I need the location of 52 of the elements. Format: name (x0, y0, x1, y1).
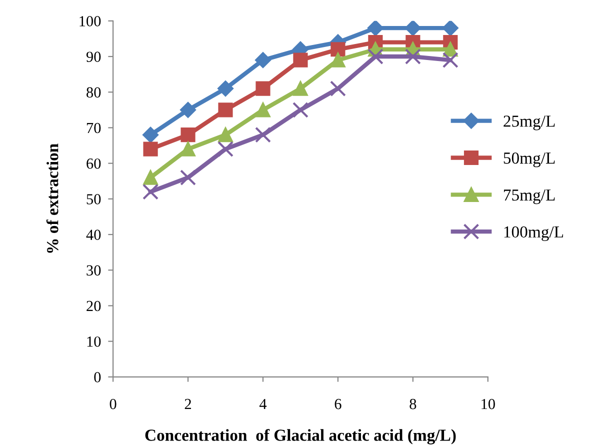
point (330, 80, 346, 97)
point (443, 42, 458, 57)
point (442, 20, 458, 36)
y-tick-label: 80 (86, 87, 101, 98)
y-tick-label: 90 (86, 52, 101, 62)
x-axis-title: Concentration of Glacial acetic acid (mg/L) (145, 428, 456, 444)
point (255, 126, 271, 143)
point (180, 128, 196, 142)
point (404, 48, 421, 65)
y-tick-label: 40 (86, 230, 101, 240)
x-tick-label: 10 (482, 398, 495, 410)
y-tick-label: 100 (80, 16, 101, 26)
point (143, 170, 158, 185)
point (180, 142, 196, 156)
x-tick-label: 8 (410, 398, 416, 410)
point (180, 170, 196, 186)
point (180, 102, 196, 118)
point (256, 81, 270, 96)
legend-label: 25mg/L (504, 116, 555, 130)
point (442, 52, 458, 68)
y-tick-label: 0 (94, 372, 101, 382)
point (330, 52, 346, 68)
point (218, 141, 234, 158)
y-tick-label: 30 (86, 265, 101, 276)
point (218, 80, 234, 96)
y-tick-label: 10 (87, 336, 101, 347)
y-tick-label: 20 (86, 300, 101, 312)
y-axis-title: % of extraction (46, 144, 58, 253)
point (405, 20, 421, 36)
point (255, 52, 271, 68)
point (218, 128, 233, 142)
y-tick-label: 50 (86, 194, 101, 204)
x-tick-label: 4 (259, 398, 267, 410)
point (256, 102, 270, 118)
point (330, 42, 346, 57)
legend-label: 100mg/L (504, 226, 564, 242)
x-tick-label: 2 (184, 398, 191, 410)
point (142, 184, 159, 200)
legend-label: 50mg/L (504, 152, 555, 168)
point (142, 126, 158, 143)
point (293, 81, 308, 96)
point (292, 102, 308, 118)
point (218, 102, 233, 118)
y-tick-label: 60 (86, 158, 101, 169)
legend-label: 75mg/L (504, 190, 555, 204)
y-tick-label: 70 (86, 122, 101, 134)
point (293, 52, 308, 68)
x-tick-label: 0 (110, 398, 116, 410)
x-tick-label: 6 (334, 398, 342, 410)
point (367, 48, 384, 65)
point (368, 20, 384, 36)
point (143, 142, 158, 156)
